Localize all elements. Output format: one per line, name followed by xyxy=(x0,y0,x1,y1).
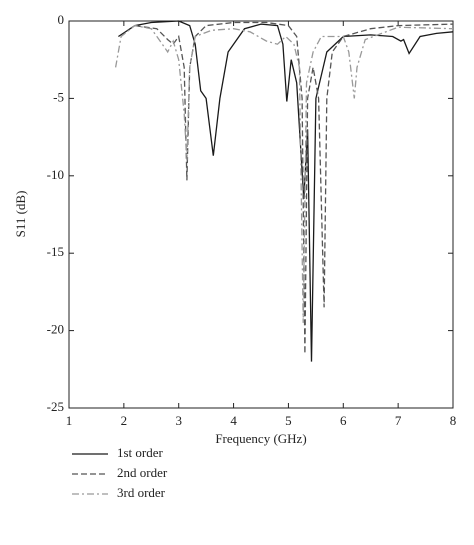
y-axis-label: S11 (dB) xyxy=(13,191,28,238)
y-tick-label: -20 xyxy=(47,322,64,337)
x-tick-label: 1 xyxy=(66,413,73,428)
x-axis-label: Frequency (GHz) xyxy=(215,431,306,446)
x-tick-label: 3 xyxy=(175,413,182,428)
legend-label: 3rd order xyxy=(117,485,166,500)
x-tick-label: 6 xyxy=(340,413,347,428)
y-tick-label: 0 xyxy=(58,12,65,27)
x-tick-label: 7 xyxy=(395,413,402,428)
x-tick-label: 2 xyxy=(121,413,128,428)
series-line xyxy=(118,20,454,362)
series-line xyxy=(114,24,454,323)
x-tick-label: 4 xyxy=(230,413,237,428)
series-line xyxy=(134,21,454,354)
y-tick-label: -10 xyxy=(47,167,64,182)
legend-label: 1st order xyxy=(117,445,164,460)
legend-label: 2nd order xyxy=(117,465,168,480)
x-tick-label: 5 xyxy=(285,413,292,428)
plot-frame xyxy=(68,20,454,409)
y-tick-label: -5 xyxy=(53,89,64,104)
x-tick-label: 8 xyxy=(450,413,457,428)
y-tick-label: -25 xyxy=(47,399,64,414)
y-tick-label: -15 xyxy=(47,244,64,259)
